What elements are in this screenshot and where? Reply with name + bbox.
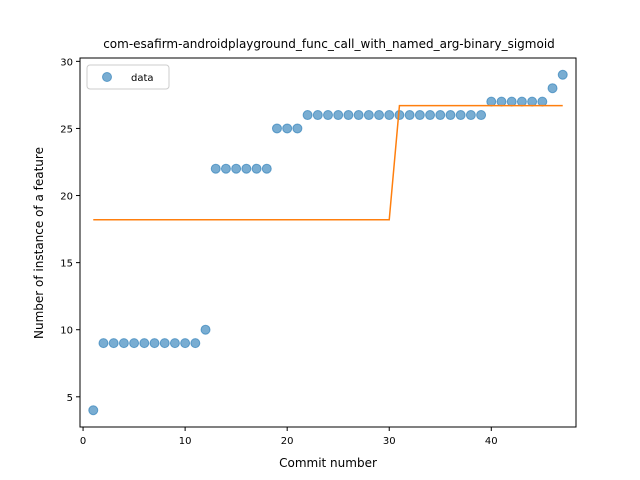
data-point [271,123,282,134]
data-point [180,338,191,349]
fit-line [93,104,563,221]
x-tick-label: 40 [485,436,498,447]
data-point [149,338,160,349]
data-point [108,338,119,349]
data-point [129,338,140,349]
x-tick-label: 10 [179,436,192,447]
data-point [241,163,252,174]
data-point [159,338,170,349]
data-point [312,110,323,121]
data-point [200,324,211,335]
legend-box [86,64,170,90]
data-point [353,110,364,121]
data-point [557,69,568,80]
data-point [220,163,231,174]
data-point [537,96,548,107]
data-point [547,83,558,94]
plot-area [88,69,568,416]
data-point [333,110,344,121]
axes: 0 10 20 30 40 5 10 15 20 25 30 [60,57,577,447]
y-tick-label: 20 [60,192,73,203]
y-tick-label: 25 [60,124,73,135]
data-point [496,96,507,107]
data-point [363,110,374,121]
data-point [292,123,303,134]
data-point [486,96,497,107]
data-point [251,163,262,174]
data-point [118,338,129,349]
data-point [404,110,415,121]
data-point [190,338,201,349]
legend: data [86,64,170,90]
data-point [414,110,425,121]
data-point [282,123,293,134]
data-point [384,110,395,121]
data-point [455,110,466,121]
y-tick-label: 30 [60,57,73,68]
y-tick-label: 5 [67,393,73,404]
data-point [527,96,538,107]
data-point [374,110,385,121]
data-point [425,110,436,121]
data-point [516,96,527,107]
data-point [139,338,150,349]
data-point [231,163,242,174]
data-point [323,110,333,121]
legend-label-data: data [131,73,154,84]
data-point [445,110,456,121]
data-point [506,96,517,107]
y-tick-label: 15 [60,259,73,270]
x-tick-label: 30 [383,436,396,447]
data-point [465,110,476,121]
x-tick-label: 0 [80,436,86,447]
x-axis-label: Commit number [279,456,377,470]
x-tick-label: 20 [281,436,294,447]
data-point [261,163,272,174]
y-tick-label: 10 [60,326,73,337]
data-point [169,338,180,349]
data-point [476,110,487,121]
axes-frame [79,57,577,428]
data-point [88,405,99,416]
legend-marker-data [102,72,112,82]
data-point [435,110,446,121]
data-point [343,110,354,121]
chart-title: com-esafirm-androidplayground_func_call_… [103,37,555,51]
y-axis-label: Number of instance of a feature [32,147,46,339]
data-point [98,338,109,349]
data-point [210,163,221,174]
data-point [302,110,313,121]
